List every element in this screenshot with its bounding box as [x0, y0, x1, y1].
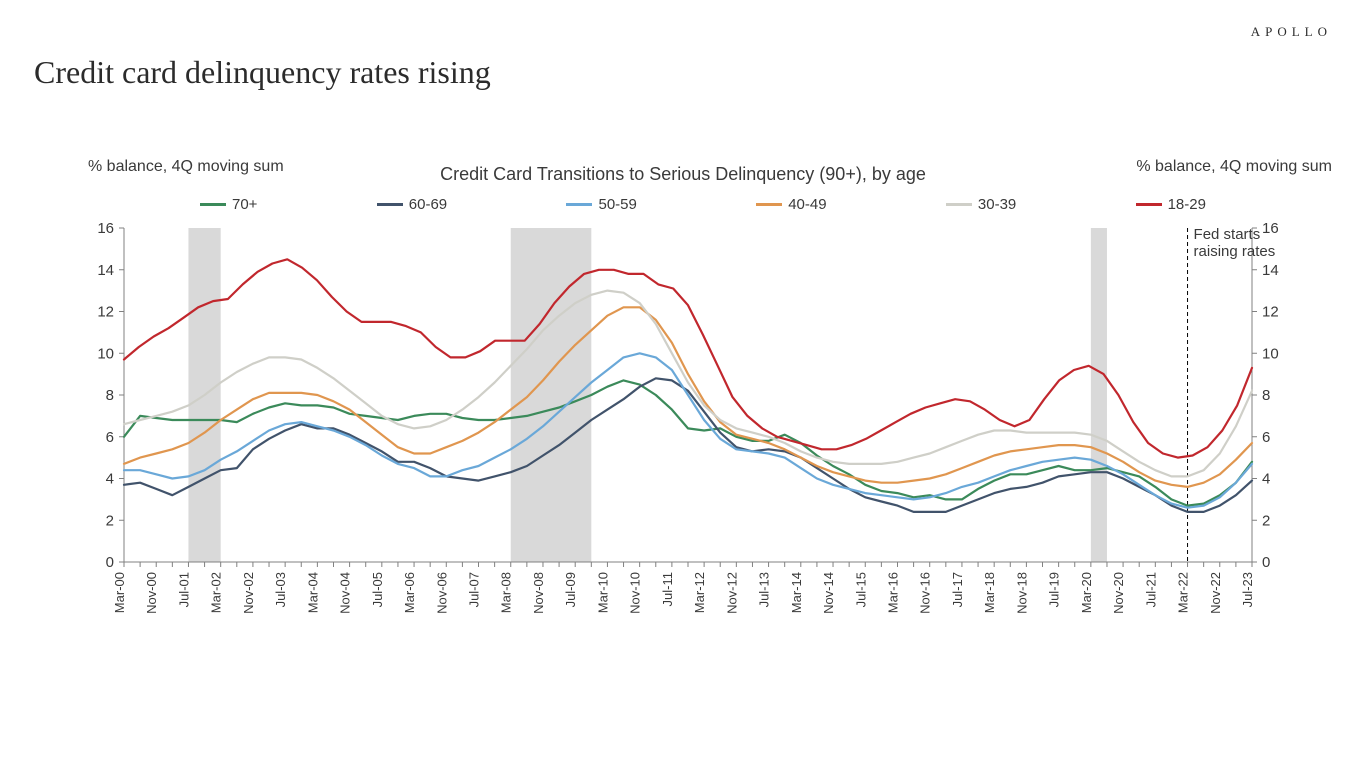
svg-text:Mar-02: Mar-02 [209, 572, 224, 613]
svg-text:6: 6 [106, 429, 114, 446]
legend-label: 40-49 [788, 196, 826, 213]
svg-text:Nov-10: Nov-10 [628, 572, 643, 614]
svg-text:Jul-13: Jul-13 [757, 572, 772, 607]
svg-text:6: 6 [1262, 429, 1270, 446]
svg-text:Jul-15: Jul-15 [853, 572, 868, 607]
svg-text:Nov-14: Nov-14 [821, 572, 836, 614]
legend-item: 60-69 [377, 196, 447, 213]
svg-text:Jul-05: Jul-05 [370, 572, 385, 607]
legend-swatch [200, 203, 226, 206]
legend-swatch [377, 203, 403, 206]
svg-text:8: 8 [106, 387, 114, 404]
svg-text:Nov-22: Nov-22 [1208, 572, 1223, 614]
legend-item: 18-29 [1136, 196, 1206, 213]
svg-text:Nov-04: Nov-04 [338, 572, 353, 614]
svg-text:Mar-14: Mar-14 [789, 572, 804, 613]
svg-text:Jul-11: Jul-11 [660, 572, 675, 606]
svg-text:16: 16 [97, 222, 114, 237]
svg-text:Jul-01: Jul-01 [176, 572, 191, 607]
svg-text:Mar-16: Mar-16 [885, 572, 900, 613]
legend: 70+ 60-69 50-59 40-49 30-39 18-29 [200, 196, 1206, 213]
legend-label: 60-69 [409, 196, 447, 213]
svg-text:10: 10 [97, 345, 114, 362]
line-chart: 00224466881010121214141616Mar-00Nov-00Ju… [88, 222, 1288, 662]
svg-text:12: 12 [1262, 304, 1279, 321]
fed-annotation: Fed startsraising rates [1194, 226, 1276, 261]
legend-label: 50-59 [598, 196, 636, 213]
svg-text:Mar-22: Mar-22 [1176, 572, 1191, 613]
legend-swatch [566, 203, 592, 206]
svg-text:4: 4 [1262, 471, 1270, 488]
svg-text:Jul-03: Jul-03 [273, 572, 288, 607]
legend-label: 30-39 [978, 196, 1016, 213]
legend-swatch [756, 203, 782, 206]
svg-text:Mar-06: Mar-06 [402, 572, 417, 613]
svg-text:Nov-18: Nov-18 [1014, 572, 1029, 614]
chart-page: APOLLO Credit card delinquency rates ris… [0, 0, 1366, 768]
legend-label: 18-29 [1168, 196, 1206, 213]
svg-text:Jul-21: Jul-21 [1143, 572, 1158, 607]
legend-item: 30-39 [946, 196, 1016, 213]
y-axis-label-right: % balance, 4Q moving sum [1136, 158, 1332, 176]
y-axis-label-left: % balance, 4Q moving sum [88, 158, 284, 176]
svg-text:Mar-10: Mar-10 [595, 572, 610, 613]
svg-text:2: 2 [1262, 512, 1270, 529]
chart-area: 00224466881010121214141616Mar-00Nov-00Ju… [88, 222, 1288, 662]
svg-text:Nov-16: Nov-16 [918, 572, 933, 614]
legend-item: 70+ [200, 196, 257, 213]
svg-text:Nov-12: Nov-12 [724, 572, 739, 614]
svg-text:Mar-04: Mar-04 [305, 572, 320, 613]
svg-text:Mar-12: Mar-12 [692, 572, 707, 613]
svg-text:12: 12 [97, 304, 114, 321]
svg-text:Jul-09: Jul-09 [563, 572, 578, 607]
svg-text:Jul-19: Jul-19 [1047, 572, 1062, 607]
svg-text:Mar-18: Mar-18 [982, 572, 997, 613]
svg-text:Nov-06: Nov-06 [434, 572, 449, 614]
legend-swatch [1136, 203, 1162, 206]
page-title: Credit card delinquency rates rising [34, 54, 491, 91]
svg-text:14: 14 [1262, 262, 1279, 279]
legend-swatch [946, 203, 972, 206]
svg-text:Mar-08: Mar-08 [499, 572, 514, 613]
svg-text:Nov-08: Nov-08 [531, 572, 546, 614]
svg-text:14: 14 [97, 262, 114, 279]
svg-text:Jul-07: Jul-07 [467, 572, 482, 607]
svg-text:Mar-00: Mar-00 [112, 572, 127, 613]
svg-text:8: 8 [1262, 387, 1270, 404]
svg-text:Nov-02: Nov-02 [241, 572, 256, 614]
legend-item: 40-49 [756, 196, 826, 213]
svg-text:10: 10 [1262, 345, 1279, 362]
chart-subtitle: Credit Card Transitions to Serious Delin… [440, 164, 926, 185]
svg-text:4: 4 [106, 471, 114, 488]
svg-text:0: 0 [1262, 554, 1270, 571]
svg-text:Jul-23: Jul-23 [1240, 572, 1255, 607]
svg-text:0: 0 [106, 554, 114, 571]
legend-item: 50-59 [566, 196, 636, 213]
brand-logo: APOLLO [1251, 24, 1332, 40]
legend-label: 70+ [232, 196, 257, 213]
svg-text:Nov-00: Nov-00 [144, 572, 159, 614]
svg-text:Jul-17: Jul-17 [950, 572, 965, 607]
svg-text:Nov-20: Nov-20 [1111, 572, 1126, 614]
svg-text:Mar-20: Mar-20 [1079, 572, 1094, 613]
svg-text:2: 2 [106, 512, 114, 529]
